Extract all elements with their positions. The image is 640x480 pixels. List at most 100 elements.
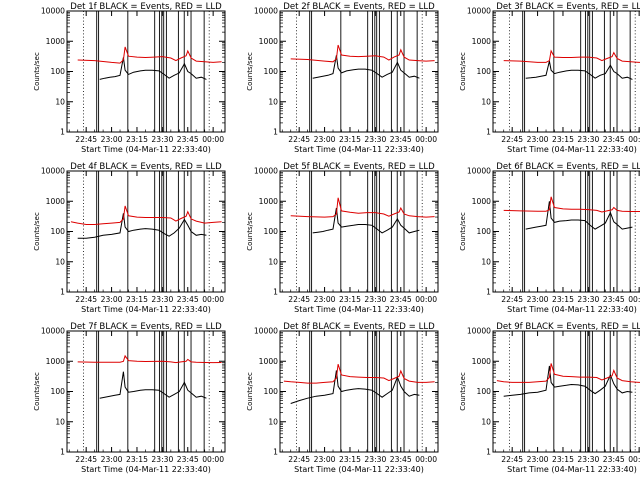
- y-tick-label: 1: [273, 128, 278, 137]
- x-tick-label: 23:15: [126, 295, 148, 304]
- y-axis-label: Counts/sec: [33, 52, 41, 91]
- x-tick-label: 23:30: [364, 295, 386, 304]
- x-tick-label: 23:30: [577, 455, 599, 464]
- x-tick-label: 23:45: [603, 135, 625, 144]
- x-tick-label: 23:45: [390, 295, 412, 304]
- y-tick-label: 1: [273, 288, 278, 297]
- y-tick-label: 100: [477, 67, 492, 76]
- x-tick-label: 23:45: [603, 455, 625, 464]
- x-axis-label: Start Time (04-Mar-11 22:33:40): [294, 465, 424, 474]
- event-rate-line: [290, 370, 420, 404]
- x-tick-label: 22:45: [75, 455, 97, 464]
- x-axis-label: Start Time (04-Mar-11 22:33:40): [81, 145, 211, 154]
- y-tick-label: 10000: [467, 327, 491, 336]
- detector-panel: Det 9f BLACK = Events, RED = LLD 1 10 100 10…: [459, 322, 640, 474]
- event-rate-line: [77, 213, 207, 239]
- y-tick-label: 10: [481, 97, 491, 106]
- lld-rate-line: [290, 197, 435, 218]
- lld-rate-line: [290, 44, 435, 63]
- lld-rate-line: [77, 46, 222, 64]
- y-tick-label: 10: [55, 417, 65, 426]
- x-tick-label: 00:00: [628, 295, 640, 304]
- x-tick-label: 22:45: [288, 135, 310, 144]
- x-tick-label: 23:15: [552, 295, 574, 304]
- y-tick-label: 1: [60, 128, 65, 137]
- y-tick-label: 100: [264, 67, 279, 76]
- panel-title: Det 4f BLACK = Events, RED = LLD: [70, 162, 222, 172]
- x-tick-label: 23:30: [151, 135, 173, 144]
- x-tick-label: 23:00: [101, 135, 123, 144]
- x-axis-label: Start Time (04-Mar-11 22:33:40): [507, 465, 637, 474]
- panel-title: Det 6f BLACK = Events, RED = LLD: [496, 162, 640, 172]
- x-tick-label: 23:15: [126, 455, 148, 464]
- x-tick-label: 23:45: [603, 295, 625, 304]
- x-tick-label: 23:15: [339, 455, 361, 464]
- y-axis-label: Counts/sec: [33, 212, 41, 251]
- detector-panel: Det 7f BLACK = Events, RED = LLD 1 10 100 10…: [33, 322, 226, 474]
- x-tick-label: 23:30: [577, 135, 599, 144]
- x-axis-label: Start Time (04-Mar-11 22:33:40): [507, 145, 637, 154]
- y-tick-label: 1: [486, 288, 491, 297]
- x-tick-label: 23:15: [339, 135, 361, 144]
- y-tick-label: 1: [273, 448, 278, 457]
- lld-rate-line: [496, 363, 640, 383]
- panel-title: Det 5f BLACK = Events, RED = LLD: [283, 162, 435, 172]
- x-tick-label: 23:30: [364, 135, 386, 144]
- x-tick-label: 00:00: [415, 135, 437, 144]
- detector-panel: Det 6f BLACK = Events, RED = LLD 1 10 100 10…: [459, 162, 640, 314]
- detector-panel: Det 5f BLACK = Events, RED = LLD 1 10 100 10…: [246, 162, 439, 314]
- y-tick-label: 100: [51, 227, 66, 236]
- y-tick-label: 10000: [467, 7, 491, 16]
- panel-title: Det 3f BLACK = Events, RED = LLD: [496, 2, 640, 12]
- y-tick-label: 10000: [254, 167, 278, 176]
- x-tick-label: 22:45: [288, 295, 310, 304]
- event-rate-line: [525, 201, 633, 230]
- y-tick-label: 1000: [472, 197, 491, 206]
- y-tick-label: 1000: [472, 357, 491, 366]
- panel-title: Det 8f BLACK = Events, RED = LLD: [283, 322, 435, 332]
- y-tick-label: 10: [268, 417, 278, 426]
- event-rate-line: [99, 371, 207, 399]
- x-tick-label: 23:15: [126, 135, 148, 144]
- panel-title: Det 7f BLACK = Events, RED = LLD: [70, 322, 222, 332]
- x-tick-label: 00:00: [628, 135, 640, 144]
- y-axis-label: Counts/sec: [246, 372, 254, 411]
- x-tick-label: 23:30: [151, 455, 173, 464]
- x-axis-label: Start Time (04-Mar-11 22:33:40): [81, 305, 211, 314]
- x-tick-label: 00:00: [202, 295, 224, 304]
- x-tick-label: 23:00: [527, 135, 549, 144]
- y-tick-label: 1000: [472, 37, 491, 46]
- x-tick-label: 23:45: [390, 135, 412, 144]
- y-tick-label: 100: [51, 67, 66, 76]
- x-tick-label: 23:45: [390, 455, 412, 464]
- y-tick-label: 10000: [41, 327, 65, 336]
- x-tick-label: 23:30: [577, 295, 599, 304]
- y-tick-label: 1000: [259, 357, 278, 366]
- y-tick-label: 100: [477, 227, 492, 236]
- y-tick-label: 1000: [259, 197, 278, 206]
- lld-rate-line: [503, 196, 640, 213]
- panel-title: Det 1f BLACK = Events, RED = LLD: [70, 2, 222, 12]
- event-rate-line: [312, 207, 420, 234]
- y-tick-label: 100: [51, 387, 66, 396]
- panel-title: Det 2f BLACK = Events, RED = LLD: [283, 2, 435, 12]
- x-tick-label: 23:00: [314, 295, 336, 304]
- y-tick-label: 10000: [254, 7, 278, 16]
- event-rate-line: [525, 60, 633, 80]
- lld-rate-line: [283, 364, 435, 384]
- x-tick-label: 22:45: [501, 135, 523, 144]
- y-tick-label: 1: [60, 288, 65, 297]
- event-rate-line: [99, 57, 207, 80]
- y-tick-label: 100: [264, 387, 279, 396]
- y-axis-label: Counts/sec: [459, 52, 467, 91]
- y-tick-label: 100: [264, 227, 279, 236]
- y-axis-label: Counts/sec: [459, 372, 467, 411]
- x-tick-label: 23:00: [101, 295, 123, 304]
- x-tick-label: 23:30: [151, 295, 173, 304]
- detector-panel: Det 2f BLACK = Events, RED = LLD 1 10 100 10…: [246, 2, 439, 154]
- y-tick-label: 10: [268, 97, 278, 106]
- x-tick-label: 23:00: [101, 455, 123, 464]
- x-tick-label: 00:00: [628, 455, 640, 464]
- event-rate-line: [312, 55, 420, 79]
